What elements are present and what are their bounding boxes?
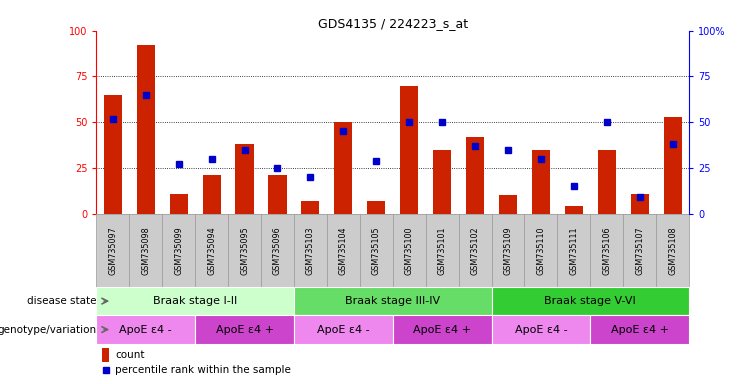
Text: GSM735110: GSM735110 xyxy=(536,226,545,275)
Bar xyxy=(459,214,491,287)
Bar xyxy=(623,214,657,287)
Text: GSM735096: GSM735096 xyxy=(273,226,282,275)
Text: Braak stage I-II: Braak stage I-II xyxy=(153,296,237,306)
Bar xyxy=(294,315,393,344)
Text: GSM735098: GSM735098 xyxy=(142,226,150,275)
Text: GSM735101: GSM735101 xyxy=(438,226,447,275)
Bar xyxy=(302,201,319,214)
Bar xyxy=(525,214,557,287)
Text: GSM735105: GSM735105 xyxy=(372,226,381,275)
Text: GSM735104: GSM735104 xyxy=(339,226,348,275)
Text: GSM735107: GSM735107 xyxy=(635,226,644,275)
Bar xyxy=(664,117,682,214)
Text: GSM735108: GSM735108 xyxy=(668,226,677,275)
Bar xyxy=(96,287,294,315)
Text: percentile rank within the sample: percentile rank within the sample xyxy=(116,366,291,376)
Bar xyxy=(565,206,583,214)
Text: ApoE ε4 +: ApoE ε4 + xyxy=(413,324,471,334)
Bar xyxy=(104,95,122,214)
Bar xyxy=(294,214,327,287)
Text: GSM735102: GSM735102 xyxy=(471,226,479,275)
Bar xyxy=(532,150,550,214)
Bar xyxy=(557,214,591,287)
Bar xyxy=(657,214,689,287)
Bar xyxy=(236,144,253,214)
Bar xyxy=(96,214,129,287)
Bar xyxy=(491,287,689,315)
Bar xyxy=(195,214,228,287)
Bar xyxy=(491,214,525,287)
Text: ApoE ε4 -: ApoE ε4 - xyxy=(514,324,568,334)
Text: Braak stage V-VI: Braak stage V-VI xyxy=(545,296,637,306)
Text: ApoE ε4 -: ApoE ε4 - xyxy=(119,324,172,334)
Bar xyxy=(228,214,261,287)
Text: GSM735095: GSM735095 xyxy=(240,226,249,275)
Text: GSM735103: GSM735103 xyxy=(306,226,315,275)
Text: Braak stage III-IV: Braak stage III-IV xyxy=(345,296,440,306)
Bar xyxy=(393,315,491,344)
Bar xyxy=(96,315,195,344)
Text: genotype/variation: genotype/variation xyxy=(0,324,96,334)
Text: GSM735094: GSM735094 xyxy=(207,226,216,275)
Text: ApoE ε4 +: ApoE ε4 + xyxy=(216,324,273,334)
Text: ApoE ε4 -: ApoE ε4 - xyxy=(317,324,370,334)
Bar xyxy=(202,175,221,214)
Text: ApoE ε4 +: ApoE ε4 + xyxy=(611,324,668,334)
Bar xyxy=(162,214,195,287)
Bar xyxy=(294,287,491,315)
Bar xyxy=(170,194,187,214)
Title: GDS4135 / 224223_s_at: GDS4135 / 224223_s_at xyxy=(318,17,468,30)
Bar xyxy=(129,214,162,287)
Bar xyxy=(425,214,459,287)
Bar xyxy=(393,214,425,287)
Bar xyxy=(368,201,385,214)
Text: GSM735100: GSM735100 xyxy=(405,226,413,275)
Bar xyxy=(598,150,616,214)
Bar xyxy=(400,86,418,214)
Bar xyxy=(334,122,353,214)
Bar xyxy=(466,137,484,214)
Text: GSM735111: GSM735111 xyxy=(569,226,579,275)
Bar xyxy=(261,214,294,287)
Bar xyxy=(591,214,623,287)
Text: GSM735099: GSM735099 xyxy=(174,226,183,275)
Bar xyxy=(195,315,294,344)
Text: GSM735097: GSM735097 xyxy=(108,226,117,275)
Bar xyxy=(631,194,649,214)
Bar xyxy=(591,315,689,344)
Bar xyxy=(136,45,155,214)
Bar xyxy=(491,315,591,344)
Bar xyxy=(499,195,517,214)
Bar xyxy=(102,348,110,362)
Bar xyxy=(433,150,451,214)
Text: disease state: disease state xyxy=(27,296,96,306)
Bar xyxy=(327,214,360,287)
Text: GSM735109: GSM735109 xyxy=(503,226,513,275)
Text: count: count xyxy=(116,350,144,360)
Bar xyxy=(268,175,287,214)
Bar xyxy=(360,214,393,287)
Text: GSM735106: GSM735106 xyxy=(602,226,611,275)
